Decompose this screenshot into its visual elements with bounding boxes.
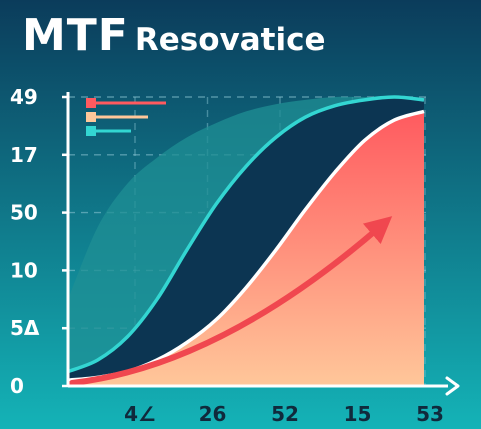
chart-title-sub: Resovatice — [134, 22, 326, 58]
trend-arrow — [69, 216, 393, 386]
legend — [86, 98, 166, 136]
area-series-3 — [68, 111, 424, 387]
y-tick-label: 49 — [10, 85, 38, 109]
x-axis-tick-labels: 4∠ 26 52 15 53 — [124, 402, 444, 426]
x-tick-label: 53 — [416, 402, 444, 426]
x-tick-label: 52 — [271, 402, 299, 426]
y-tick-label: 5Δ — [10, 316, 40, 340]
x-tick-label: 4∠ — [124, 402, 156, 426]
chart-title-main: MTF — [22, 10, 129, 61]
y-tick-label: 0 — [10, 374, 24, 398]
legend-swatch — [86, 112, 96, 122]
x-tick-label: 26 — [199, 402, 227, 426]
y-tick-label: 17 — [10, 143, 38, 167]
y-tick-label: 10 — [10, 258, 38, 282]
chart-title: MTF Resovatice — [22, 10, 325, 61]
x-tick-label: 15 — [344, 402, 372, 426]
x-axis-arrow-icon — [445, 376, 460, 396]
y-axis-tick-labels: 49 17 50 10 5Δ 0 — [10, 85, 40, 398]
legend-swatch — [86, 126, 96, 136]
y-tick-label: 50 — [10, 201, 38, 225]
series-2-line — [67, 95, 425, 374]
axes — [62, 92, 460, 396]
legend-swatch — [86, 98, 96, 108]
